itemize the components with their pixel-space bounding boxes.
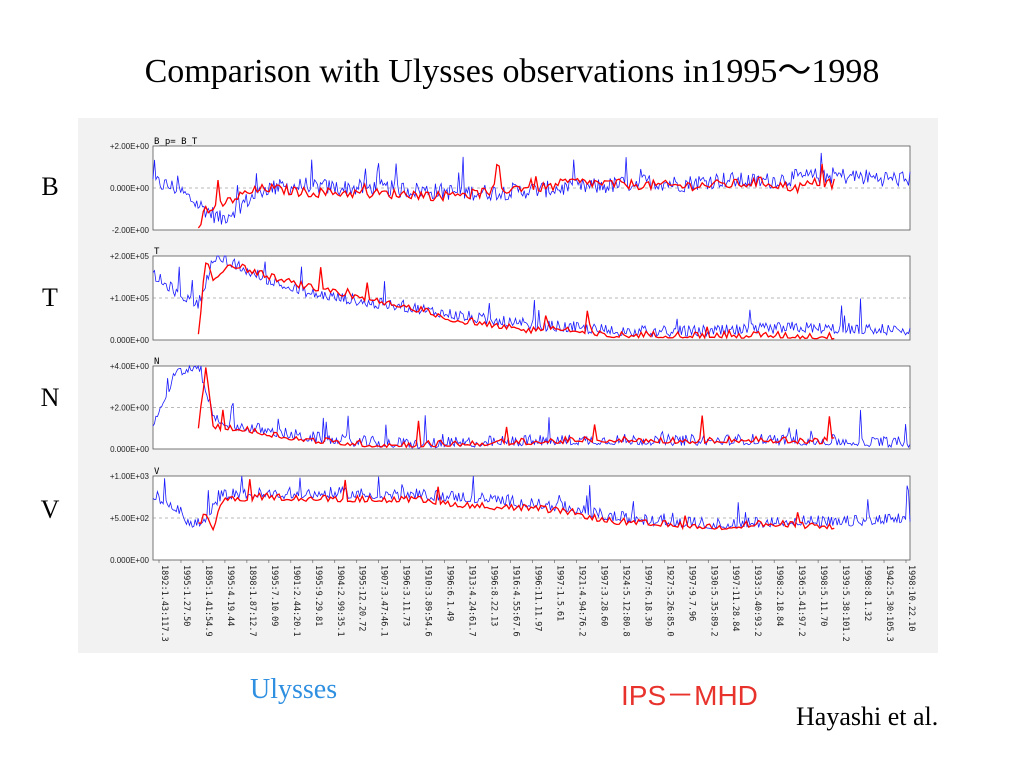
panel-tag-v: V [154,467,160,477]
panel-label-b: B [41,172,59,201]
credit-text: Hayashi et al. [796,702,939,731]
x-tick-label: 1995:4.19.44 [225,565,235,626]
x-tick-label: 1913:4.24:61.7 [467,565,477,637]
x-tick-label: 1997:1.5.61 [555,565,565,621]
x-tick-label: 1995:7.10.09 [269,565,279,626]
panel-tag-t: T [154,247,160,257]
x-tick-label: 1998:8.1.32 [862,565,872,621]
series-line-ips-mhd-t [197,262,835,340]
x-tick-label: 1927:5.26:85.0 [664,565,674,637]
x-tick-label: 1901:2.44:20.1 [291,565,301,637]
x-tick-label: 1939:5.38:101.2 [840,565,850,642]
panel-label-v: V [40,495,60,524]
x-tick-label: 1995:12.20.72 [357,565,367,632]
x-tick-label: 1942:5.30:105.3 [884,565,894,642]
legend-ulysses: Ulysses [250,674,338,705]
x-tick-label: 1898:1.87:12.7 [247,565,257,637]
y-tick-label: 0.000E+00 [110,445,149,454]
y-tick-label: +2.00E+00 [110,404,150,413]
y-tick-label: -2.00E+00 [112,226,150,235]
y-tick-label: 0.000E+00 [110,184,149,193]
y-tick-label: +4.00E+00 [110,362,150,371]
x-tick-label: 1904:2.99:35.1 [335,565,345,637]
x-tick-label: 1997:9.7.96 [686,565,696,621]
series-line-ips-mhd-v [198,479,835,532]
x-tick-label: 1995:1.27.50 [181,565,191,626]
y-tick-label: +5.00E+02 [110,514,150,523]
legend-ips-mhd: IPS－MHD [621,680,758,711]
x-tick-label: 1997:6.18.30 [642,565,652,626]
x-tick-label: 1924:5.12:80.8 [620,565,630,637]
x-tick-label: 1996:3.11.73 [401,565,411,626]
x-tick-label: 1996:6.1.49 [445,565,455,621]
panel-label-n: N [40,383,60,412]
x-tick-label: 1998:5.11.70 [818,565,828,626]
y-tick-label: 0.000E+00 [110,336,149,345]
y-tick-label: +2.00E+05 [110,252,150,261]
y-tick-label: +2.00E+00 [110,142,150,151]
panel-tag-b: B_p= B_T [154,137,198,147]
series-line-ips-mhd-n [197,367,835,449]
x-tick-label: 1933:5.40:93.2 [752,565,762,637]
x-tick-label: 1936:5.41:97.2 [796,565,806,637]
y-tick-label: +1.00E+05 [110,294,150,303]
x-tick-label: 1910:3.89:54.6 [423,565,433,637]
x-tick-label: 1998:10.22.10 [906,565,916,632]
x-tick-label: 1997:3.28.60 [598,565,608,626]
y-tick-label: 0.000E+00 [110,556,149,565]
x-tick-label: 1996:8.22.13 [489,565,499,626]
x-tick-label: 1921:4.94:76.2 [576,565,586,637]
series-line-ulysses-b [152,152,911,225]
x-tick-label: 1892:1.43:117.3 [159,565,169,642]
panel-tag-n: N [154,357,159,367]
y-tick-label: +1.00E+03 [110,472,150,481]
series-line-ulysses-v [152,475,911,530]
x-tick-label: 1995:9.29.81 [313,565,323,626]
x-tick-label: 1907:3.47:46.1 [379,565,389,637]
x-tick-label: 1998:2.18.84 [774,565,784,626]
panel-label-t: T [42,283,58,312]
x-tick-label: 1997:11.28.84 [730,565,740,632]
slide-title: Comparison with Ulysses observations in1… [144,53,880,90]
x-tick-label: 1996:11.11.97 [533,565,543,632]
series-line-ulysses-t [152,255,911,338]
x-tick-label: 1930:5.35:89.2 [708,565,718,637]
series-line-ips-mhd-b [197,163,835,229]
x-tick-label: 1916:4.55:67.6 [511,565,521,637]
x-tick-label: 1895:1.41:54.9 [203,565,213,637]
